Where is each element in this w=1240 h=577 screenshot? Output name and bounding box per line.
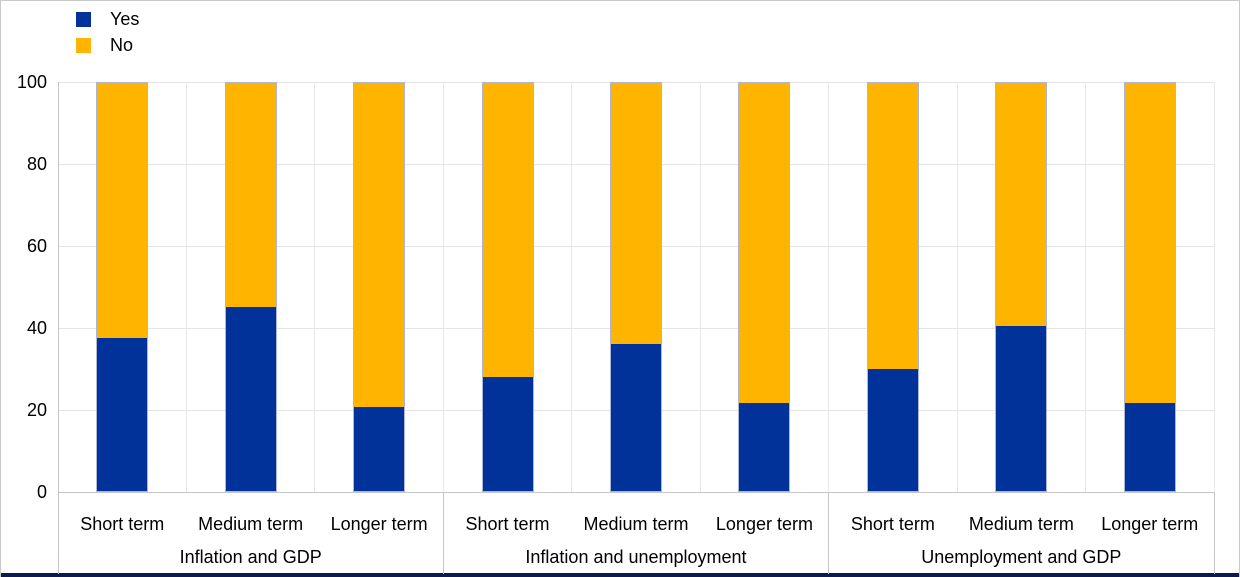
legend-label-no: No <box>110 35 134 55</box>
column-separator <box>828 82 830 492</box>
bar-segment-yes <box>1124 403 1175 491</box>
x-category-label-medium-term: Medium term <box>968 514 1074 534</box>
x-category-label-short-term: Short term <box>465 514 550 534</box>
bar-segment-yes <box>996 325 1047 491</box>
bar-segment-no <box>482 83 533 377</box>
bar-segment-no <box>996 83 1047 326</box>
bar-unemployment-and-gdp-short-term <box>866 82 919 492</box>
bar-segment-no <box>97 83 148 338</box>
x-group-label-inflation-and-gdp: Inflation and GDP <box>179 547 322 567</box>
legend-swatch-no-icon <box>76 37 91 53</box>
y-tick-label-20: 20 <box>26 400 47 420</box>
plot-right-edge <box>1213 82 1215 492</box>
y-tick-label-60: 60 <box>26 236 47 256</box>
bar-segment-no <box>225 83 276 308</box>
column-separator <box>314 82 316 492</box>
y-axis-line <box>57 82 59 492</box>
bar-segment-no <box>1124 83 1175 404</box>
legend-label-yes: Yes <box>110 9 140 29</box>
bar-unemployment-and-gdp-longer-term <box>1123 82 1176 492</box>
x-group-label-inflation-and-unemployment: Inflation and unemployment <box>525 547 747 567</box>
bar-segment-no <box>354 83 405 408</box>
bar-segment-yes <box>739 403 790 491</box>
group-separator <box>828 492 830 574</box>
bar-segment-yes <box>354 407 405 491</box>
bar-segment-yes <box>482 376 533 491</box>
x-category-label-longer-term: Longer term <box>330 514 428 534</box>
x-category-label-longer-term: Longer term <box>715 514 813 534</box>
x-category-label-longer-term: Longer term <box>1101 514 1199 534</box>
y-tick-label-40: 40 <box>26 318 47 338</box>
bar-segment-no <box>739 83 790 404</box>
y-tick-label-80: 80 <box>26 154 47 174</box>
column-separator <box>699 82 701 492</box>
bar-inflation-and-gdp-longer-term <box>353 82 406 492</box>
group-separator <box>57 492 59 574</box>
legend-item-no: No <box>76 32 139 58</box>
bar-inflation-and-unemployment-medium-term <box>610 82 662 492</box>
bar-segment-yes <box>225 307 276 491</box>
column-separator <box>442 82 444 492</box>
column-separator <box>956 82 958 492</box>
bar-segment-no <box>867 83 918 369</box>
x-category-label-short-term: Short term <box>80 514 165 534</box>
group-separator <box>442 492 444 574</box>
legend-swatch-yes-icon <box>76 11 91 27</box>
bar-inflation-and-unemployment-short-term <box>481 82 534 492</box>
x-category-label-medium-term: Medium term <box>198 514 304 534</box>
bar-segment-yes <box>97 338 148 491</box>
x-category-label-medium-term: Medium term <box>583 514 689 534</box>
bar-segment-yes <box>611 344 661 491</box>
bar-unemployment-and-gdp-medium-term <box>995 82 1048 492</box>
x-category-label-short-term: Short term <box>850 514 935 534</box>
legend: Yes No <box>76 6 139 58</box>
column-separator <box>1085 82 1087 492</box>
y-tick-label-0: 0 <box>36 482 47 502</box>
x-group-label-unemployment-and-gdp: Unemployment and GDP <box>921 547 1122 567</box>
y-tick-label-100: 100 <box>16 72 47 92</box>
bar-inflation-and-gdp-medium-term <box>224 82 277 492</box>
bar-inflation-and-gdp-short-term <box>96 82 149 492</box>
column-separator <box>185 82 187 492</box>
group-separator <box>1213 492 1215 574</box>
x-axis-line <box>58 491 1214 493</box>
bar-inflation-and-unemployment-longer-term <box>738 82 791 492</box>
bar-segment-yes <box>867 368 918 491</box>
column-separator <box>571 82 573 492</box>
bar-segment-no <box>611 83 661 345</box>
legend-item-yes: Yes <box>76 6 139 32</box>
chart-bottom-border <box>1 573 1239 577</box>
